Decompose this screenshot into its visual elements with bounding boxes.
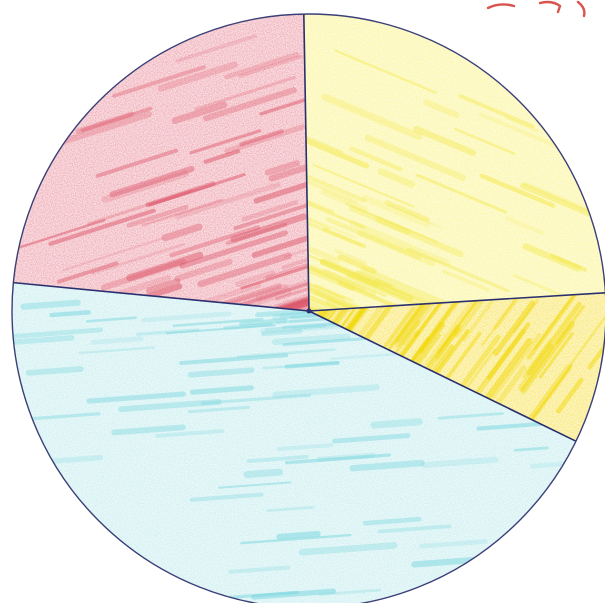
slice-divider-2: [308, 291, 605, 312]
pie-slice-3-texture: [11, 299, 576, 602]
slice-divider-3: [308, 310, 577, 442]
corner-scribble-mark: [486, 0, 586, 18]
pie-slice-1: [303, 14, 605, 311]
slice-divider-4: [13, 281, 310, 312]
pie-slice-3: [11, 282, 576, 603]
pie-slice-4: [13, 14, 309, 312]
pie-outline: [11, 13, 605, 603]
slice-divider-1: [303, 14, 310, 312]
pie-slice-2: [309, 292, 605, 442]
pie-center-dot: [306, 308, 312, 314]
